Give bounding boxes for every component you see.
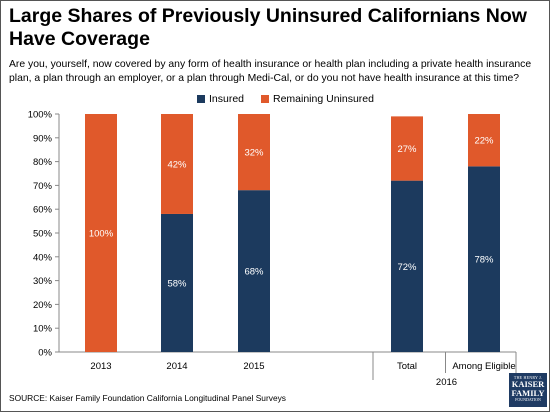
- y-tick-label-5: 50%: [33, 229, 53, 240]
- y-tick-label-10: 100%: [28, 110, 53, 121]
- data-label-insured-3: 72%: [397, 262, 417, 273]
- bar-insured-4: [468, 166, 500, 352]
- x-tick-label-3: Total: [397, 361, 417, 372]
- legend-item-remaining-uninsured: Remaining Uninsured: [261, 93, 374, 105]
- data-label-uninsured-0: 100%: [89, 229, 114, 240]
- logo-line-2a: KAISER: [511, 379, 545, 389]
- bar-insured-1: [161, 213, 193, 352]
- y-tick-label-9: 90%: [33, 133, 53, 144]
- chart-plot: 0% 10% 20% 30% 40% 50% 60% 70% 80% 90% 100% 100% 201…: [28, 110, 517, 388]
- bar-uninsured-1: [161, 114, 193, 214]
- x-tick-label-4: Among Eligible: [452, 361, 515, 372]
- data-label-uninsured-3: 27%: [397, 144, 417, 155]
- legend-item-insured: Insured: [197, 93, 244, 105]
- legend-label-remaining-uninsured: Remaining Uninsured: [273, 93, 374, 105]
- legend-swatch-remaining-uninsured: [261, 95, 269, 103]
- bar-insured-2: [238, 190, 270, 352]
- data-label-uninsured-1: 42%: [167, 159, 187, 170]
- legend: Insured Remaining Uninsured: [1, 93, 550, 107]
- logo-line-3: FOUNDATION: [515, 397, 541, 402]
- bar-uninsured-3: [391, 116, 423, 181]
- y-tick-label-8: 80%: [33, 157, 53, 168]
- legend-swatch-insured: [197, 95, 205, 103]
- legend-label-insured: Insured: [209, 93, 245, 105]
- y-tick-label-1: 10%: [33, 324, 53, 335]
- x-tick-label-2: 2015: [243, 361, 264, 372]
- bar-uninsured-4: [468, 114, 500, 167]
- data-label-insured-2: 68%: [244, 267, 264, 278]
- data-label-insured-1: 58%: [167, 278, 187, 289]
- bar-uninsured-0: [85, 114, 117, 352]
- y-tick-label-0: 0%: [38, 348, 52, 359]
- y-tick-label-2: 20%: [33, 300, 53, 311]
- bar-uninsured-2: [238, 114, 270, 191]
- y-tick-label-7: 70%: [33, 181, 53, 192]
- x-tick-label-1: 2014: [166, 361, 187, 372]
- y-tick-label-3: 30%: [33, 276, 53, 287]
- group-label-2016: 2016: [436, 377, 457, 388]
- bar-insured-3: [391, 180, 423, 352]
- y-tick-label-4: 40%: [33, 252, 53, 263]
- data-label-uninsured-2: 32%: [244, 148, 264, 159]
- x-tick-label-0: 2013: [90, 361, 111, 372]
- y-tick-label-6: 60%: [33, 205, 53, 216]
- data-label-uninsured-4: 22%: [474, 136, 494, 147]
- kff-logo: THE HENRY J. KAISER FAMILY FOUNDATION: [509, 373, 547, 407]
- logo-line-1: THE HENRY J.: [513, 375, 543, 380]
- source-note: SOURCE: Kaiser Family Foundation Califor…: [9, 393, 286, 403]
- logo-line-2b: FAMILY: [511, 387, 545, 398]
- chart-title: Large Shares of Previously Uninsured Cal…: [9, 5, 527, 50]
- chart-subtitle: Are you, yourself, now covered by any fo…: [9, 59, 532, 84]
- data-label-insured-4: 78%: [474, 255, 494, 266]
